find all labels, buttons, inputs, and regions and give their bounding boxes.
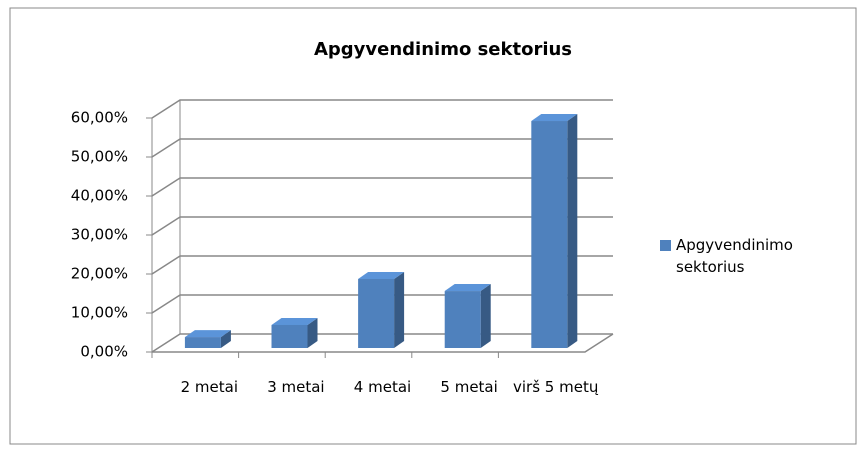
chart-title: Apgyvendinimo sektorius (314, 39, 572, 60)
legend-label: Apgyvendinimo sektorius (676, 236, 793, 276)
bar-top (444, 284, 491, 292)
grid-line (151, 138, 613, 158)
grid-line (151, 177, 613, 197)
y-tick-label: 60,00% (71, 109, 128, 127)
bar-side (480, 284, 491, 348)
x-tick-label: 3 metai (267, 378, 325, 396)
bar (271, 324, 308, 348)
y-tick-label: 50,00% (71, 148, 128, 166)
y-tick-label: 40,00% (71, 187, 128, 205)
bar (184, 337, 221, 348)
y-tick-label: 30,00% (71, 226, 128, 244)
x-tick-label: 5 metai (440, 378, 498, 396)
bar (358, 278, 395, 348)
floor (152, 333, 614, 353)
x-tick-label: virš 5 metų (513, 378, 599, 396)
y-tick-label: 10,00% (71, 304, 128, 322)
bar-side (307, 317, 318, 348)
grid-line (151, 99, 613, 119)
y-tick-label: 0,00% (80, 343, 128, 361)
x-tick-label: 2 metai (180, 378, 238, 396)
grid-line (151, 255, 613, 275)
bar-side (220, 330, 231, 348)
chart-border (9, 7, 857, 445)
bar-top (531, 114, 578, 122)
grid-line (151, 216, 613, 236)
bar (444, 291, 481, 348)
bar (531, 121, 568, 349)
bar-top (184, 330, 231, 338)
bar-side (567, 114, 578, 349)
bar-top (358, 271, 405, 279)
x-tick-label: 4 metai (353, 378, 412, 396)
bar-side (394, 271, 405, 348)
legend-swatch (660, 240, 671, 251)
bar-top (271, 317, 318, 325)
y-tick-label: 20,00% (71, 265, 128, 283)
